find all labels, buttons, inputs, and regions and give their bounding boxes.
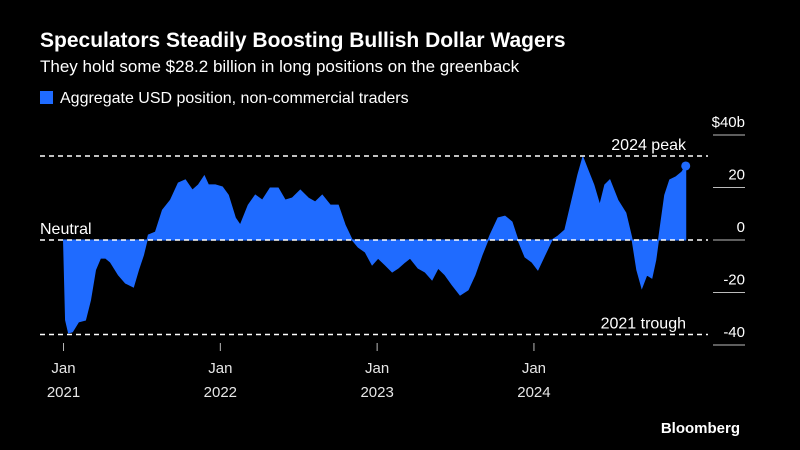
chart-subtitle: They hold some $28.2 billion in long pos… xyxy=(40,57,520,76)
y-tick-label: 20 xyxy=(728,167,745,184)
last-point xyxy=(681,161,691,171)
y-tick-label: -20 xyxy=(723,272,745,289)
x-tick-label: Jan 2021 xyxy=(46,360,81,401)
legend-swatch xyxy=(40,91,53,104)
x-tick-label: Jan 2024 xyxy=(517,360,551,401)
area xyxy=(63,155,687,334)
annotation-label: 2021 trough xyxy=(601,316,686,333)
annotation-label: 2024 peak xyxy=(611,137,687,154)
y-tick-label: $40b xyxy=(712,114,745,131)
chart-title: Speculators Steadily Boosting Bullish Do… xyxy=(40,29,566,52)
legend-label: Aggregate USD position, non-commercial t… xyxy=(60,90,409,107)
y-tick-label: -40 xyxy=(723,324,745,341)
source: Bloomberg xyxy=(661,420,740,437)
x-tick-label: Jan 2023 xyxy=(360,360,394,401)
annotation-label: Neutral xyxy=(40,221,92,238)
x-tick-label: Jan 2022 xyxy=(203,360,238,401)
y-tick-label: 0 xyxy=(737,219,745,236)
